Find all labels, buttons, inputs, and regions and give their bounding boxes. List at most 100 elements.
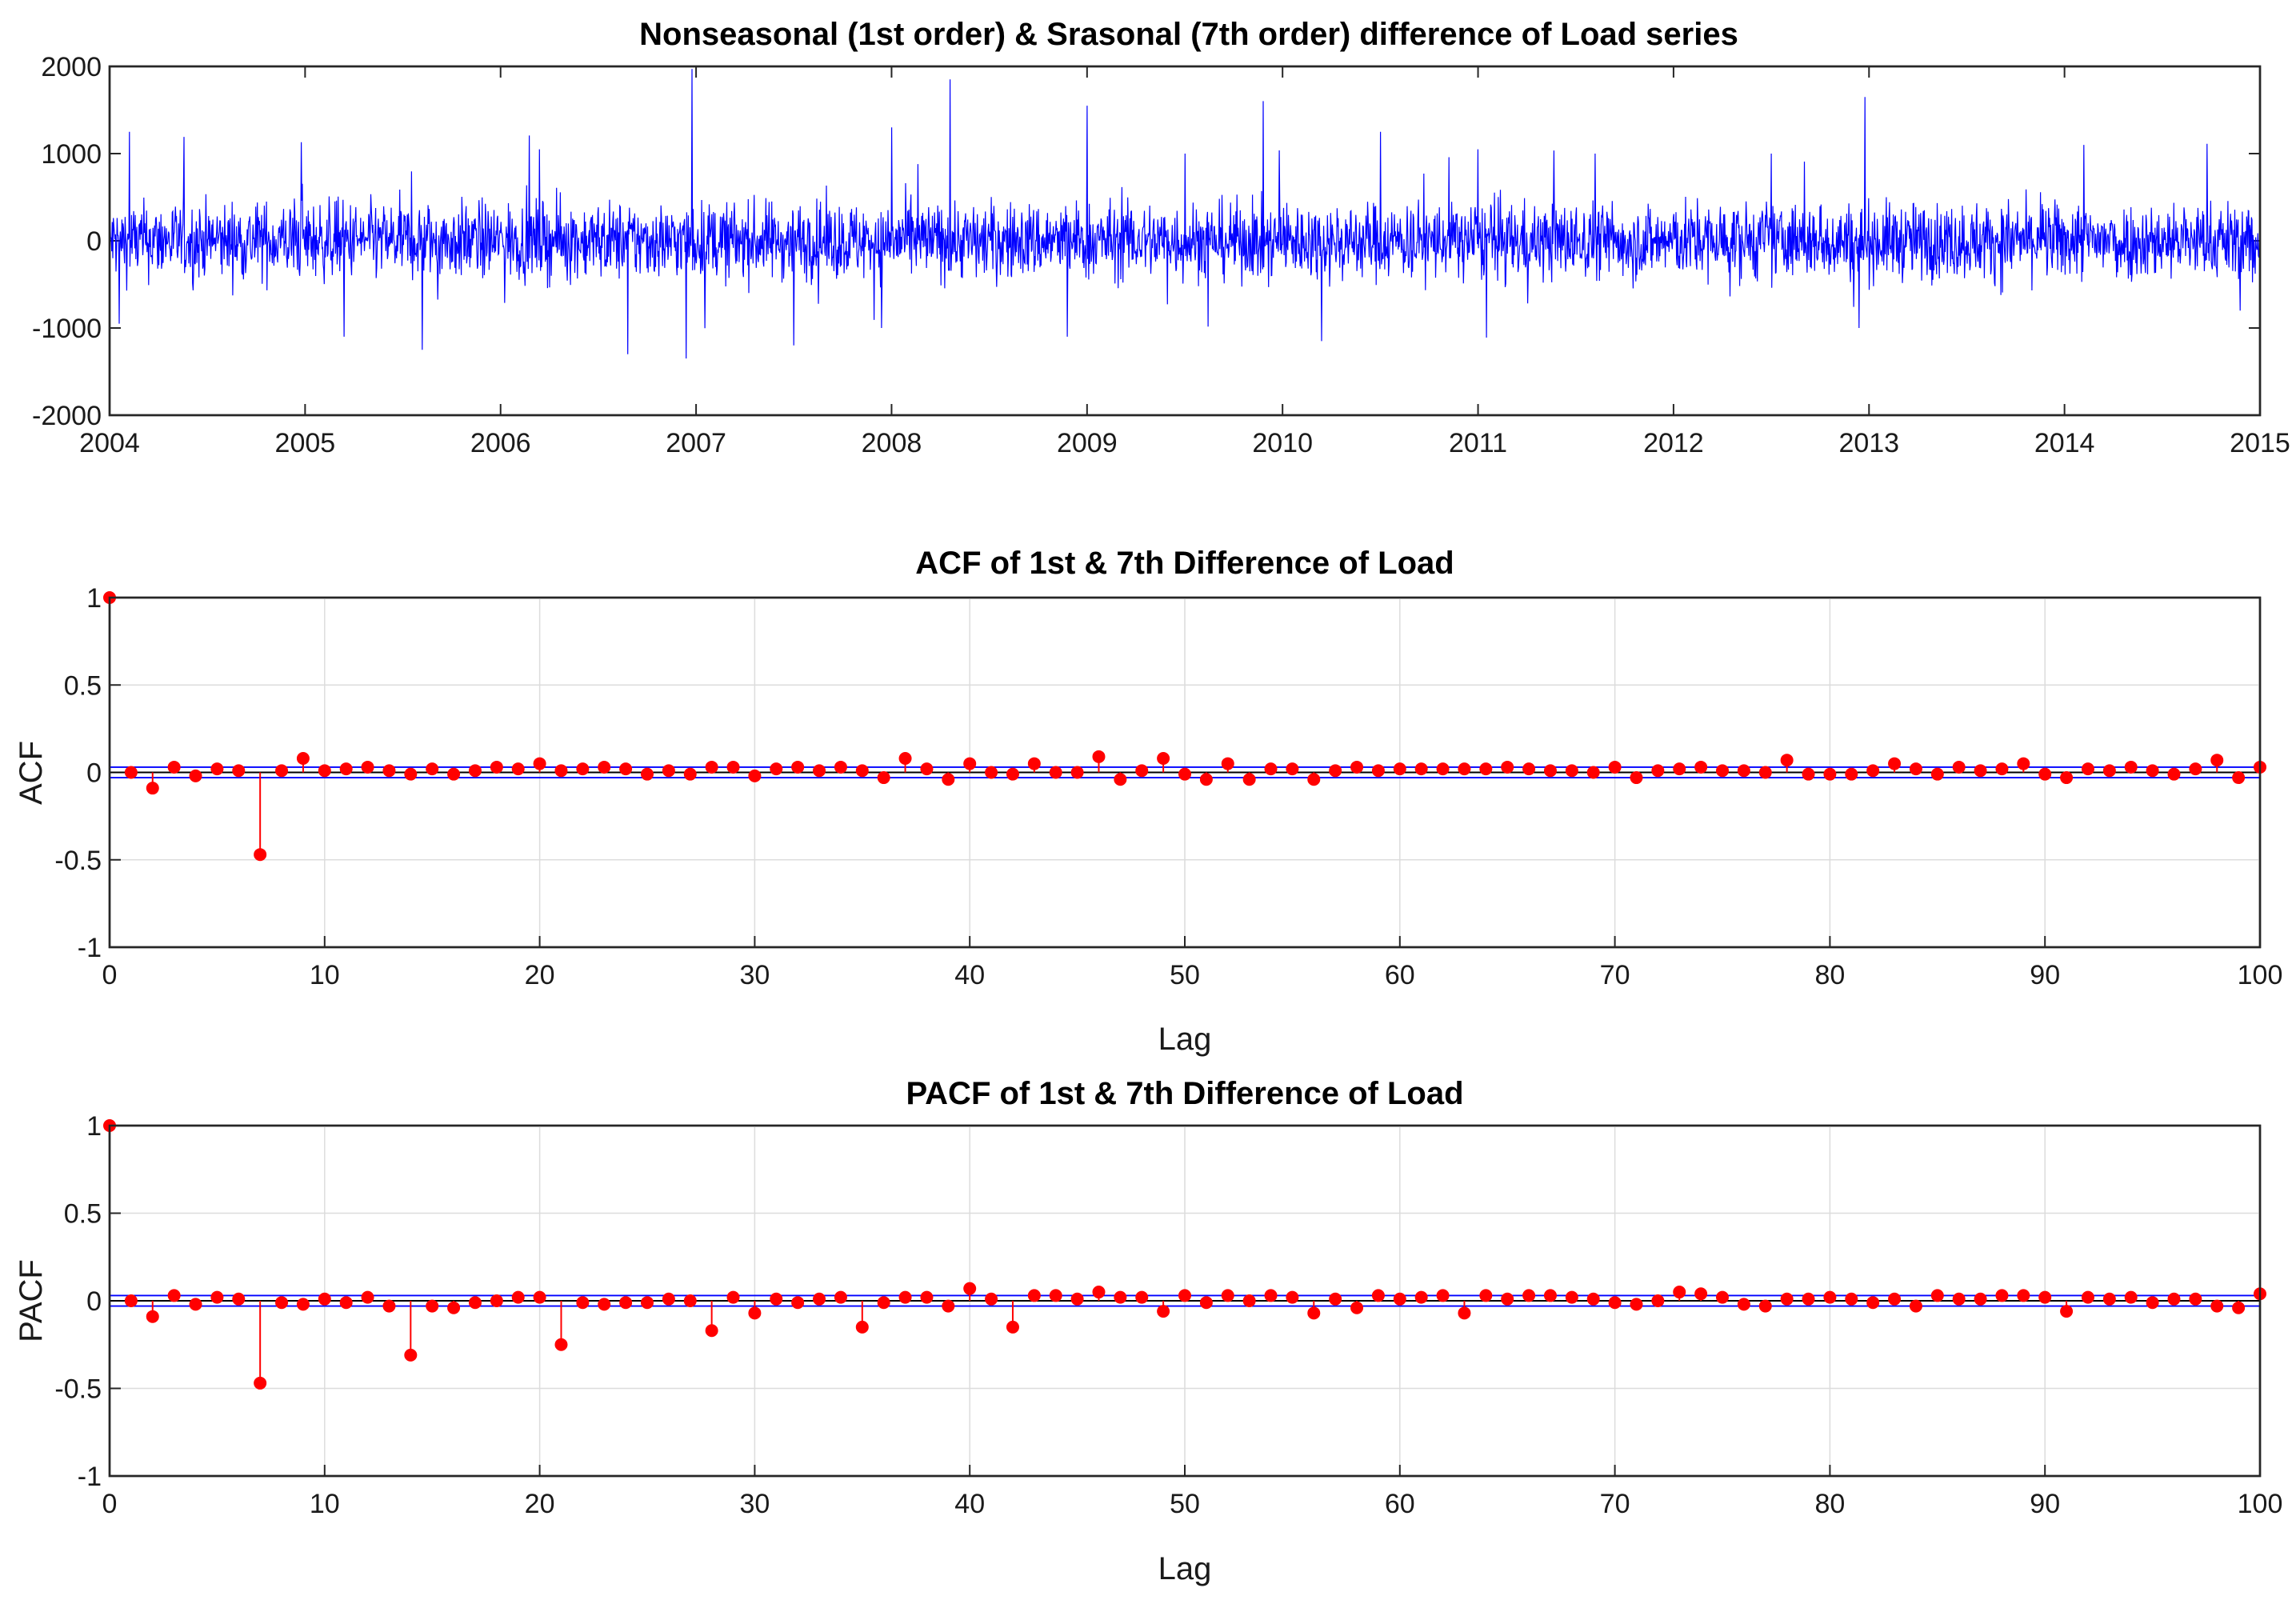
p3-x-tick-label: 40 <box>954 1489 985 1519</box>
p2-stem-marker <box>296 752 310 766</box>
p3-stem-marker <box>296 1298 310 1311</box>
p2-stem-marker <box>1780 754 1794 767</box>
series-x-tick-label: 2006 <box>470 428 531 458</box>
p2-stem-marker <box>554 764 568 778</box>
p2-stem-marker <box>1586 766 1600 779</box>
p2-x-tick-label: 20 <box>525 960 555 990</box>
p3-stem-marker <box>361 1290 374 1304</box>
p2-stem-marker <box>2081 762 2094 776</box>
p2-stem-marker <box>447 767 461 781</box>
series-x-tick-label: 2011 <box>1449 428 1507 458</box>
p2-stem-marker <box>2232 771 2246 785</box>
p2-stem-marker <box>2060 771 2074 785</box>
p3-stem-marker <box>382 1299 396 1313</box>
p3-stem-marker <box>1006 1320 1019 1334</box>
p3-stem-marker <box>920 1290 934 1304</box>
p3-stem-marker <box>726 1290 740 1304</box>
p3-y-tick-label: 1 <box>86 1111 102 1142</box>
p2-stem-marker <box>1178 767 1191 781</box>
p2-stem-marker <box>726 760 740 774</box>
series-x-tick-label: 2014 <box>2034 428 2095 458</box>
p2-x-tick-label: 30 <box>739 960 770 990</box>
p3-x-tick-label: 0 <box>102 1489 118 1519</box>
p3-stem-marker <box>2232 1301 2246 1314</box>
p2-stem-marker <box>426 762 439 776</box>
series-x-tick-label: 2012 <box>1643 428 1704 458</box>
p3-stem-marker <box>898 1290 912 1304</box>
p3-stem-marker <box>2210 1299 2224 1313</box>
p2-stem-marker <box>1307 773 1321 786</box>
series-axis-ticks: 2004 2005 2006 2007 2008 2009 2010 2011 2012 2013… <box>32 52 2290 458</box>
p2-stem-marker <box>1995 762 2009 776</box>
series-y-tick-label: 0 <box>86 226 102 257</box>
p3-stem-marker <box>254 1376 267 1390</box>
p3-stem-marker <box>2017 1289 2030 1302</box>
p2-stem-marker <box>1070 766 1084 779</box>
p3-stem-marker <box>1694 1287 1708 1301</box>
p3-stem-marker <box>1630 1298 1643 1311</box>
p2-stem-marker <box>576 762 590 776</box>
p3-stem-marker <box>2189 1292 2202 1306</box>
p3-stem-marker <box>1371 1289 1385 1302</box>
p2-stem-marker <box>1522 762 1536 776</box>
p3-stem-marker <box>167 1289 181 1302</box>
p3-stem-marker <box>1307 1306 1321 1320</box>
series-y-tick-label: 2000 <box>41 52 102 82</box>
p3-stem-marker <box>1479 1289 1493 1302</box>
pacf-xlabel: Lag <box>1158 1551 1212 1586</box>
p3-stem-marker <box>511 1290 525 1304</box>
series-panel: Nonseasonal (1st order) & Srasonal (7th … <box>32 17 2290 458</box>
p2-x-tick-label: 70 <box>1600 960 1630 990</box>
p3-stem-marker <box>318 1292 331 1306</box>
pacf-plot-frame <box>108 1124 2262 1478</box>
p2-stem-marker <box>619 762 633 776</box>
p2-stem-marker <box>1458 762 1471 776</box>
p3-x-tick-label: 50 <box>1170 1489 1200 1519</box>
p2-stem-marker <box>1414 762 1428 776</box>
acf-panel: ACF of 1st & 7th Difference of Load 0 10 2… <box>14 546 2282 1057</box>
p2-stem-marker <box>189 769 202 782</box>
p3-stem-marker <box>2146 1296 2159 1310</box>
p2-stem-marker <box>2124 760 2138 774</box>
p3-stem-marker <box>1329 1292 1342 1306</box>
p2-stem-marker <box>1866 764 1880 778</box>
p3-stem-marker <box>490 1294 503 1307</box>
p2-stem-marker <box>1157 752 1170 766</box>
p2-stem-marker <box>1845 767 1858 781</box>
p3-y-tick-label: 0 <box>86 1286 102 1317</box>
p2-stem-marker <box>1716 764 1729 778</box>
p2-stem-marker <box>1329 764 1342 778</box>
acf-stems <box>103 591 2266 862</box>
p2-stem-marker <box>598 760 611 774</box>
p3-stem-marker <box>2167 1292 2181 1306</box>
p3-stem-marker <box>1823 1290 1837 1304</box>
p2-stem-marker <box>985 766 998 779</box>
p2-stem-marker <box>1479 762 1493 776</box>
p3-y-tick-label: -0.5 <box>54 1374 102 1405</box>
p3-stem-marker <box>2124 1290 2138 1304</box>
p2-stem-marker <box>920 762 934 776</box>
p2-stem-marker <box>404 767 418 781</box>
p2-stem-marker <box>1114 773 1127 786</box>
p2-stem-marker <box>2189 762 2202 776</box>
p3-stem-marker <box>1888 1292 1902 1306</box>
p2-stem-marker <box>1221 757 1234 770</box>
p3-stem-marker <box>770 1292 783 1306</box>
p3-stem-marker <box>426 1299 439 1313</box>
p3-stem-marker <box>554 1338 568 1351</box>
p3-stem-marker <box>1543 1289 1557 1302</box>
p3-stem-marker <box>1673 1286 1686 1299</box>
p2-stem-marker <box>382 764 396 778</box>
p3-stem-marker <box>1436 1289 1450 1302</box>
p2-stem-marker <box>813 764 826 778</box>
p2-stem-marker <box>468 764 482 778</box>
p2-stem-marker <box>167 760 181 774</box>
p3-stem-marker <box>705 1324 718 1338</box>
p3-stem-marker <box>1866 1296 1880 1310</box>
p2-stem-marker <box>1242 773 1256 786</box>
p3-stem-marker <box>1651 1294 1665 1307</box>
series-y-tick-label: -1000 <box>32 314 102 344</box>
p2-stem-marker <box>1393 762 1406 776</box>
p2-y-tick-label: 0.5 <box>64 670 102 701</box>
p3-stem-marker <box>210 1290 224 1304</box>
